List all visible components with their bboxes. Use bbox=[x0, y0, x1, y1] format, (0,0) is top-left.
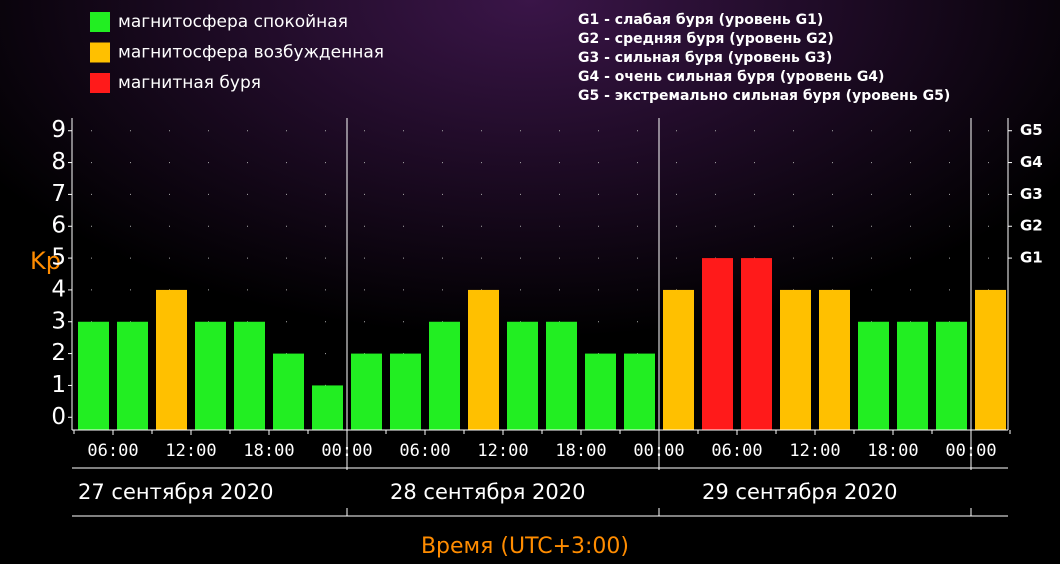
x-tick-label: 12:00 bbox=[789, 441, 840, 461]
legend-label: магнитосфера возбужденная bbox=[118, 43, 384, 63]
storm-level: G2 - средняя буря (уровень G2) bbox=[578, 31, 834, 47]
y2-tick-label: G4 bbox=[1020, 153, 1043, 171]
bar bbox=[156, 289, 187, 430]
bar bbox=[585, 353, 616, 430]
y-tick-label: 7 bbox=[51, 181, 66, 207]
bar bbox=[78, 321, 109, 430]
bar bbox=[195, 321, 226, 430]
bar bbox=[429, 321, 460, 430]
legend-label: магнитосфера спокойная bbox=[118, 12, 348, 32]
x-tick-label: 18:00 bbox=[867, 441, 918, 461]
legend-swatch bbox=[90, 42, 110, 63]
bar bbox=[819, 289, 850, 430]
storm-level: G5 - экстремально сильная буря (уровень … bbox=[578, 88, 950, 104]
x-tick-label: 18:00 bbox=[555, 441, 606, 461]
y2-tick-label: G3 bbox=[1020, 185, 1043, 203]
bar bbox=[351, 353, 382, 430]
y2-tick-label: G1 bbox=[1020, 249, 1043, 267]
storm-level: G3 - сильная буря (уровень G3) bbox=[578, 50, 832, 66]
x-tick-label: 06:00 bbox=[87, 441, 138, 461]
y2-tick-label: G5 bbox=[1020, 121, 1043, 139]
bar bbox=[780, 289, 811, 430]
y-tick-label: 8 bbox=[51, 149, 66, 175]
y-tick-label: 4 bbox=[51, 276, 66, 302]
bar bbox=[702, 258, 733, 430]
bar bbox=[546, 321, 577, 430]
bar bbox=[663, 289, 694, 430]
bar bbox=[741, 258, 772, 430]
y-tick-label: 0 bbox=[51, 404, 66, 430]
bar bbox=[858, 321, 889, 430]
y-tick-label: 1 bbox=[51, 372, 66, 398]
x-tick-label: 18:00 bbox=[243, 441, 294, 461]
legend-label: магнитная буря bbox=[118, 73, 261, 93]
x-axis-label: Время (UTC+3:00) bbox=[421, 534, 629, 559]
bar bbox=[936, 321, 967, 430]
bar bbox=[234, 321, 265, 430]
bar bbox=[468, 289, 499, 430]
y-tick-label: 2 bbox=[51, 340, 66, 366]
storm-level: G4 - очень сильная буря (уровень G4) bbox=[578, 69, 884, 85]
y-tick-label: 3 bbox=[51, 308, 66, 334]
bar bbox=[390, 353, 421, 430]
x-tick-label: 06:00 bbox=[399, 441, 450, 461]
x-tick-label: 06:00 bbox=[711, 441, 762, 461]
y-tick-label: 5 bbox=[51, 245, 66, 271]
legend-swatch bbox=[90, 12, 110, 32]
bar bbox=[897, 321, 928, 430]
x-tick-label: 12:00 bbox=[477, 441, 528, 461]
y-tick-label: 9 bbox=[51, 117, 66, 143]
bar bbox=[117, 321, 148, 430]
x-tick-label: 12:00 bbox=[165, 441, 216, 461]
day-label: 29 сентября 2020 bbox=[702, 480, 898, 504]
day-label: 28 сентября 2020 bbox=[390, 480, 586, 504]
y-axis-label: Kp bbox=[30, 247, 61, 275]
day-label: 27 сентября 2020 bbox=[78, 480, 274, 504]
storm-level: G1 - слабая буря (уровень G1) bbox=[578, 12, 823, 28]
bar bbox=[975, 289, 1006, 430]
bar bbox=[507, 321, 538, 430]
bar bbox=[312, 385, 343, 430]
y2-tick-label: G2 bbox=[1020, 217, 1043, 235]
y-tick-label: 6 bbox=[51, 213, 66, 239]
bar bbox=[273, 353, 304, 430]
legend-swatch bbox=[90, 73, 110, 93]
bar bbox=[624, 353, 655, 430]
